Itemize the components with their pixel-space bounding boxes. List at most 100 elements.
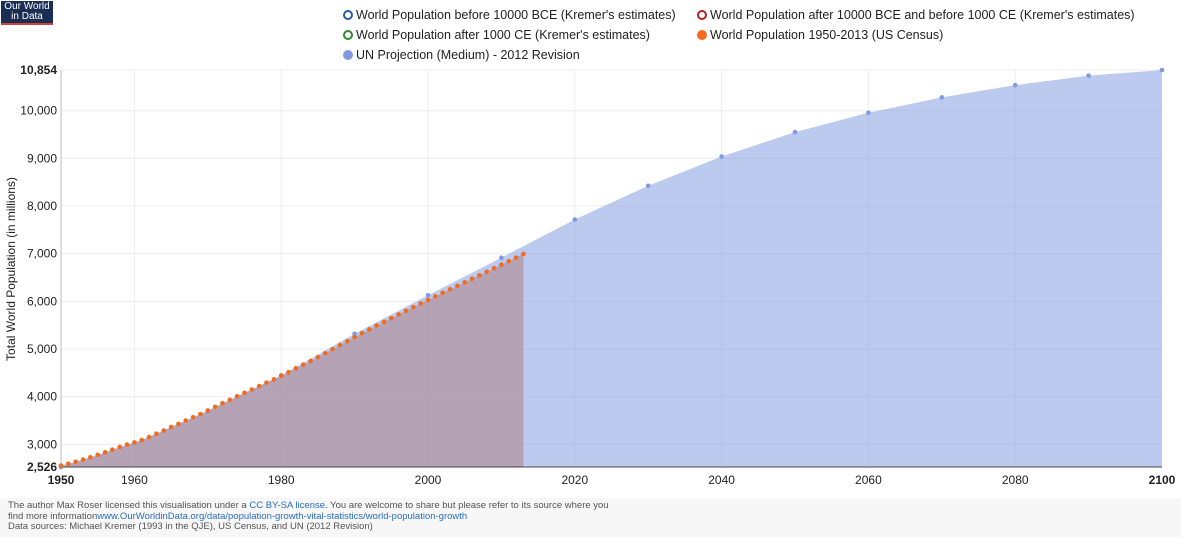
- us-census-point: [117, 444, 123, 450]
- us-census-point: [337, 342, 343, 348]
- us-census-point: [411, 304, 416, 310]
- us-census-point: [271, 377, 277, 382]
- un-projection-point: [939, 95, 945, 100]
- us-census-point: [447, 286, 453, 292]
- us-census-point: [403, 308, 409, 314]
- us-census-point: [161, 428, 167, 433]
- us-census-point: [469, 276, 475, 282]
- y-tick-label: 6,000: [27, 294, 57, 308]
- us-census-point: [95, 452, 100, 458]
- us-census-point: [227, 397, 233, 403]
- us-census-point: [154, 431, 159, 437]
- us-census-point: [286, 369, 291, 375]
- footer-source-line: find more informationwww.OurWorldinData.…: [8, 510, 1181, 523]
- x-tick-label: 1980: [268, 473, 295, 487]
- legend-filled-circle-icon: [697, 30, 707, 40]
- y-tick-label: 9,000: [27, 151, 57, 165]
- legend-item-after-1000-ce[interactable]: World Population after 1000 CE (Kremer's…: [343, 28, 650, 42]
- us-census-point: [300, 362, 306, 367]
- un-projection-point: [1086, 73, 1091, 78]
- us-census-point: [278, 373, 284, 379]
- us-census-point: [132, 440, 137, 445]
- us-census-point: [249, 387, 255, 392]
- legend-label: World Population before 10000 BCE (Kreme…: [356, 8, 676, 22]
- legend-item-before-10000-bce[interactable]: World Population before 10000 BCE (Kreme…: [343, 8, 676, 22]
- un-projection-point: [866, 110, 871, 116]
- legend-item-10000-bce-to-1000-ce[interactable]: World Population after 10000 BCE and bef…: [697, 8, 1135, 22]
- us-census-point: [315, 354, 321, 360]
- legend-item-us-census[interactable]: World Population 1950-2013 (US Census): [697, 28, 943, 42]
- source-link[interactable]: www.OurWorldinData.org/data/population-g…: [97, 510, 468, 522]
- footer-text: The author Max Roser licensed this visua…: [8, 500, 250, 511]
- chart-axes: [60, 70, 1162, 468]
- license-link[interactable]: CC BY-SA license: [249, 500, 326, 511]
- y-tick-label: 10,000: [20, 104, 57, 118]
- x-tick-label: 2020: [561, 473, 588, 487]
- x-tick-label: 2060: [855, 473, 882, 487]
- y-tick-label: 5,000: [27, 342, 57, 356]
- us-census-point: [374, 323, 379, 328]
- un-projection-point: [1012, 82, 1018, 88]
- logo-line-2: in Data: [11, 11, 43, 22]
- us-census-point: [366, 327, 372, 332]
- us-census-point: [433, 294, 438, 299]
- us-census-point: [381, 319, 387, 325]
- legend-hollow-circle-icon: [343, 10, 353, 20]
- us-census-point: [418, 301, 423, 306]
- us-census-point: [66, 461, 71, 467]
- x-tick-label: 1950: [48, 473, 75, 487]
- us-census-point: [293, 365, 299, 371]
- us-census-point: [190, 414, 196, 420]
- us-census-point: [344, 338, 350, 344]
- us-census-point: [491, 265, 497, 271]
- us-census-point: [212, 404, 218, 410]
- us-census-point: [205, 408, 211, 413]
- us-census-point: [352, 334, 357, 340]
- y-tick-label: 4,000: [27, 390, 57, 404]
- un-projection-point: [425, 292, 431, 298]
- y-axis-label: Total World Population (in millions): [4, 177, 18, 361]
- us-census-point: [183, 418, 189, 423]
- legend-label: UN Projection (Medium) - 2012 Revision: [356, 48, 580, 62]
- x-tick-label: 2100: [1149, 473, 1176, 487]
- x-tick-label: 2000: [415, 473, 442, 487]
- un-projection-point: [352, 331, 357, 337]
- us-census-point: [440, 290, 445, 296]
- our-world-in-data-logo[interactable]: Our World in Data: [1, 1, 53, 25]
- us-census-point: [198, 411, 203, 417]
- legend-hollow-circle-icon: [697, 10, 707, 20]
- un-projection-point: [499, 255, 504, 261]
- un-projection-point: [1159, 67, 1165, 73]
- x-tick-label: 2080: [1002, 473, 1029, 487]
- us-census-point: [80, 457, 86, 462]
- us-census-point: [168, 424, 174, 430]
- us-census-point: [499, 262, 504, 268]
- footer-text: find more information: [8, 510, 98, 522]
- us-census-point: [322, 350, 328, 356]
- us-census-point: [256, 383, 262, 389]
- us-census-point: [176, 421, 181, 427]
- us-census-point: [389, 315, 394, 321]
- us-census-point: [73, 459, 78, 465]
- y-tick-label: 7,000: [27, 247, 57, 261]
- un-projection-point: [572, 217, 578, 222]
- chart-legend: World Population before 10000 BCE (Kreme…: [0, 0, 1181, 64]
- logo-line-1: Our World: [4, 1, 50, 12]
- us-census-point: [330, 346, 335, 352]
- us-census-point: [521, 251, 526, 257]
- population-area-chart[interactable]: 1950 1960 1980 2000 2020 2040 2060 2080 2100 2,52…: [0, 0, 1181, 498]
- legend-item-un-projection[interactable]: UN Projection (Medium) - 2012 Revision: [343, 48, 580, 62]
- legend-filled-circle-icon: [343, 50, 353, 60]
- us-census-point: [264, 380, 269, 385]
- y-tick-label: 2,526: [27, 460, 57, 474]
- un-projection-point: [645, 183, 651, 189]
- us-census-point: [484, 269, 490, 275]
- chart-areas: [61, 70, 1162, 467]
- us-census-point: [110, 447, 115, 452]
- y-tick-label: 3,000: [27, 437, 57, 451]
- y-tick-label: 10,854: [20, 63, 57, 77]
- us-census-area: [61, 254, 524, 467]
- attribution-footer: The author Max Roser licensed this visua…: [0, 498, 1181, 537]
- us-census-point: [58, 463, 64, 468]
- us-census-point: [396, 312, 401, 317]
